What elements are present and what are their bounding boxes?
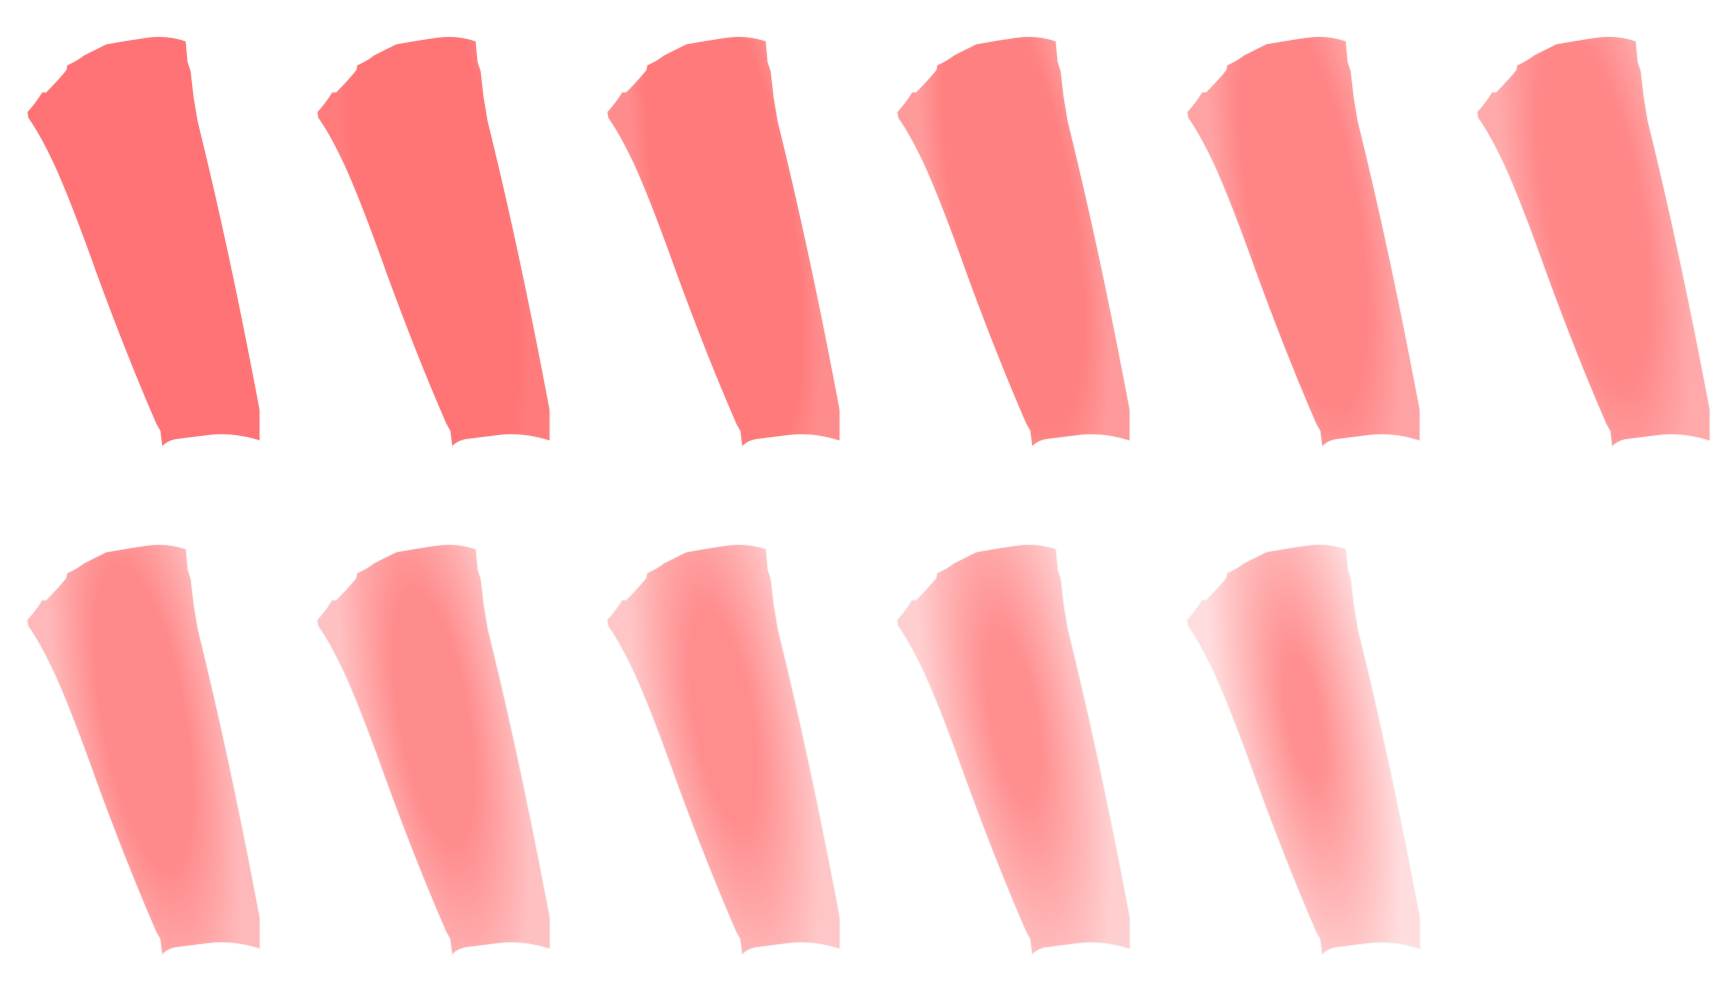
brush-swatch (1476, 36, 1711, 449)
brush-stroke-shape (1476, 36, 1711, 449)
brush-swatch (896, 36, 1131, 449)
brush-stroke-shape (896, 36, 1131, 449)
brush-swatch (896, 544, 1131, 957)
brush-swatch (316, 544, 551, 957)
brush-swatch (606, 544, 841, 957)
brush-swatch (26, 36, 261, 449)
brush-stroke-shape (606, 544, 841, 957)
brush-stroke-shape (1186, 544, 1421, 957)
brush-swatch (26, 544, 261, 957)
brush-stroke-shape (606, 36, 841, 449)
brush-swatch (316, 36, 551, 449)
brush-stroke-shape (26, 544, 261, 957)
brush-swatch (606, 36, 841, 449)
swatch-grid (26, 36, 1711, 957)
brush-stroke-shape (316, 544, 551, 957)
brush-stroke-shape (316, 36, 551, 449)
brush-swatch (1186, 36, 1421, 449)
brush-stroke-shape (896, 544, 1131, 957)
brush-swatch (1186, 544, 1421, 957)
brush-stroke-shape (1186, 36, 1421, 449)
brush-stroke-shape (26, 36, 261, 449)
